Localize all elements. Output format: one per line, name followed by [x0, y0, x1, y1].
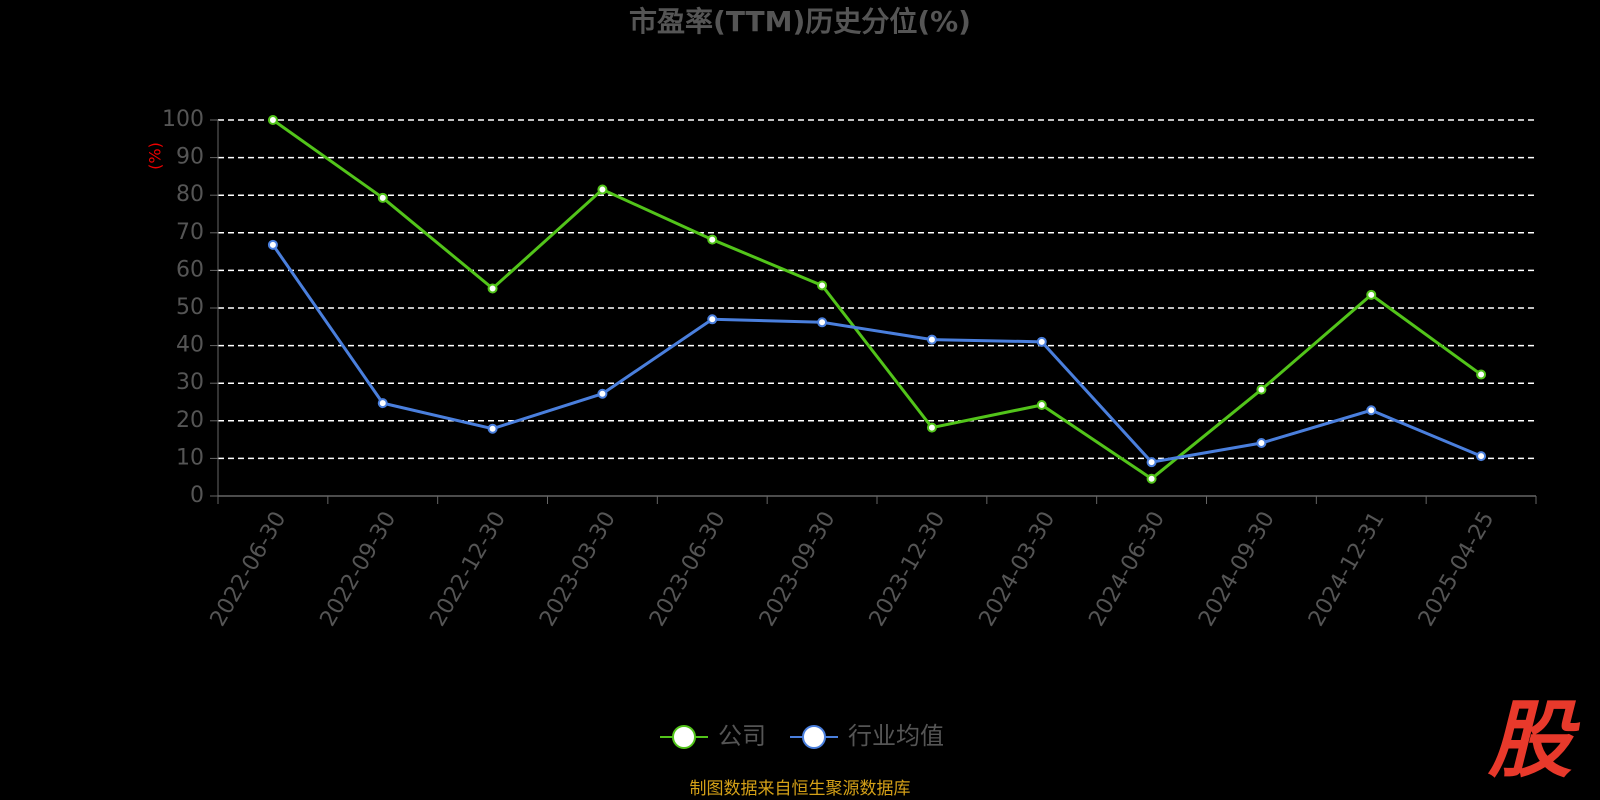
y-axis-label: (%)	[146, 142, 165, 170]
data-point	[377, 192, 388, 203]
y-tick-label: 30	[176, 370, 204, 395]
legend-label: 行业均值	[848, 722, 944, 750]
y-tick-label: 90	[176, 145, 204, 170]
legend-label: 公司	[718, 722, 766, 750]
data-point	[377, 398, 388, 409]
legend-marker	[802, 725, 826, 749]
data-point	[267, 239, 278, 250]
series-line	[272, 118, 1482, 481]
data-point	[1146, 457, 1157, 468]
data-point	[926, 422, 937, 433]
legend-item: 行业均值	[790, 722, 944, 750]
y-tick-label: 40	[176, 333, 204, 358]
data-point	[926, 334, 937, 345]
legend-item: 公司	[660, 722, 766, 750]
data-point	[597, 388, 608, 399]
source-note: 制图数据来自恒生聚源数据库	[690, 779, 911, 799]
y-tick-label: 10	[176, 445, 204, 470]
series-line	[271, 243, 1482, 464]
data-point	[1146, 473, 1157, 484]
data-point	[1366, 405, 1377, 416]
legend-marker	[672, 725, 696, 749]
data-point	[1256, 437, 1267, 448]
y-tick-label: 100	[162, 107, 204, 132]
data-point	[1476, 369, 1487, 380]
y-tick-label: 20	[176, 408, 204, 433]
y-tick-label: 80	[176, 182, 204, 207]
y-tick-label: 0	[190, 483, 204, 508]
data-point	[817, 280, 828, 291]
logo: 股	[1487, 691, 1581, 789]
y-tick-label: 70	[176, 220, 204, 245]
data-point	[1036, 400, 1047, 411]
data-point	[597, 184, 608, 195]
data-point	[487, 423, 498, 434]
data-point	[487, 283, 498, 294]
data-point	[267, 115, 278, 125]
data-point	[1476, 451, 1487, 462]
data-point	[1036, 336, 1047, 347]
data-point	[1256, 384, 1267, 395]
chart-title: 市盈率(TTM)历史分位(%)	[629, 5, 971, 38]
y-tick-label: 50	[176, 295, 204, 320]
data-point	[817, 317, 828, 328]
data-point	[1366, 289, 1377, 300]
data-point	[707, 234, 718, 245]
data-point	[707, 314, 718, 325]
y-tick-label: 60	[176, 257, 204, 282]
